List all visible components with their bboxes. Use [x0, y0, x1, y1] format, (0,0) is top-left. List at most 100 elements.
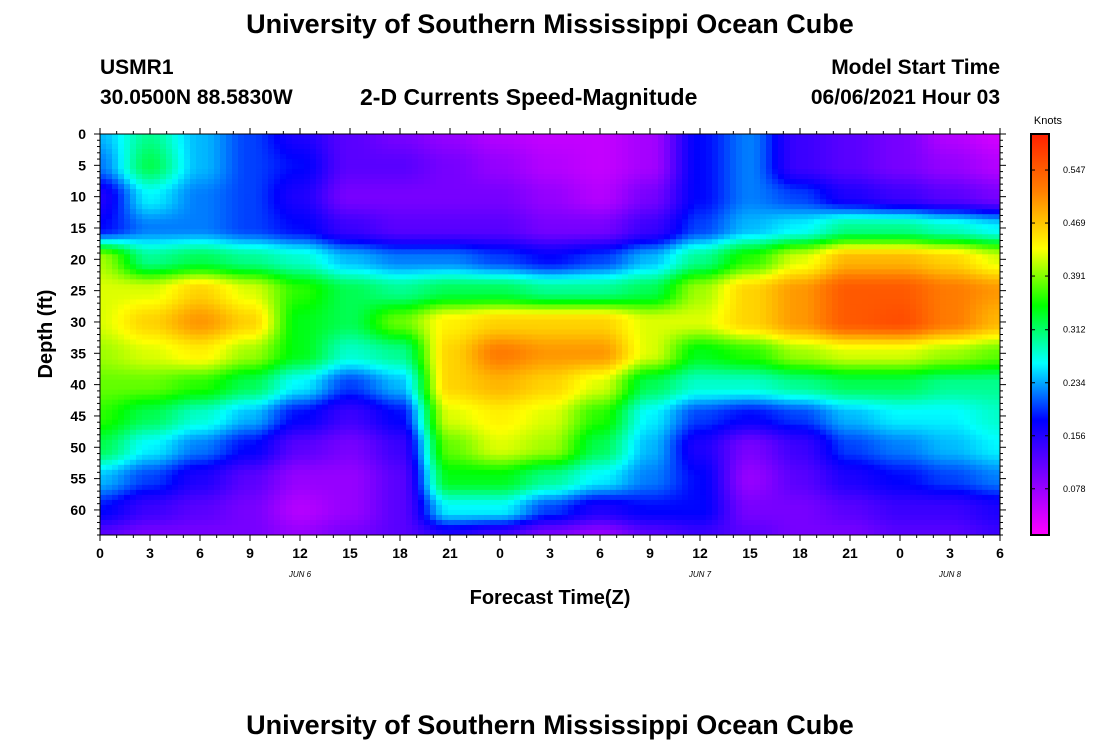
heatmap-cell [676, 174, 683, 180]
heatmap-cell [262, 179, 269, 185]
heatmap-cell [718, 144, 725, 150]
heatmap-cell [442, 254, 449, 260]
heatmap-cell [814, 204, 821, 210]
heatmap-cell [376, 274, 383, 280]
heatmap-cell [946, 204, 953, 210]
heatmap-cell [682, 219, 689, 225]
heatmap-cell [472, 244, 479, 250]
heatmap-cell [856, 204, 863, 210]
heatmap-cell [430, 149, 437, 155]
heatmap-cell [826, 144, 833, 150]
heatmap-cell [772, 239, 779, 245]
heatmap-cell [304, 249, 311, 255]
heatmap-cell [574, 259, 581, 265]
heatmap-cell [862, 194, 869, 200]
heatmap-cell [826, 254, 833, 260]
heatmap-cell [694, 214, 701, 220]
heatmap-cell [538, 184, 545, 190]
heatmap-cell [532, 274, 539, 280]
heatmap-cell [634, 159, 641, 165]
heatmap-cell [112, 249, 119, 255]
heatmap-cell [364, 164, 371, 170]
heatmap-cell [196, 139, 203, 145]
heatmap-cell [172, 229, 179, 235]
heatmap-cell [274, 159, 281, 165]
heatmap-cell [436, 289, 443, 295]
heatmap-cell [904, 199, 911, 205]
heatmap-cell [826, 204, 833, 210]
heatmap-cell [940, 279, 947, 285]
heatmap-cell [382, 204, 389, 210]
heatmap-cell [292, 229, 299, 235]
heatmap-cell [904, 174, 911, 180]
heatmap-cell [430, 214, 437, 220]
heatmap-cell [292, 219, 299, 225]
heatmap-cell [958, 144, 965, 150]
heatmap-cell [190, 224, 197, 230]
heatmap-cell [124, 154, 131, 160]
heatmap-cell [664, 234, 671, 240]
heatmap-cell [544, 134, 551, 140]
heatmap-cell [628, 159, 635, 165]
heatmap-cell [244, 254, 251, 260]
heatmap-cell [478, 199, 485, 205]
heatmap-cell [766, 239, 773, 245]
heatmap-cell [796, 149, 803, 155]
heatmap-cell [868, 199, 875, 205]
heatmap-cell [514, 149, 521, 155]
heatmap-cell [454, 134, 461, 140]
heatmap-cell [952, 134, 959, 140]
heatmap-cell [172, 279, 179, 285]
heatmap-cell [838, 229, 845, 235]
heatmap-cell [646, 144, 653, 150]
heatmap-cell [238, 299, 245, 306]
heatmap-cell [730, 264, 737, 270]
heatmap-cell [976, 239, 983, 245]
heatmap-cell [844, 284, 851, 290]
heatmap-cell [682, 194, 689, 200]
heatmap-cell [550, 159, 557, 165]
heatmap-cell [670, 264, 677, 270]
heatmap-cell [934, 169, 941, 175]
heatmap-cell [742, 259, 749, 265]
heatmap-cell [976, 264, 983, 270]
heatmap-cell [856, 224, 863, 230]
heatmap-cell [232, 194, 239, 200]
heatmap-cell [820, 209, 827, 215]
heatmap-cell [940, 144, 947, 150]
heatmap-cell [838, 184, 845, 190]
heatmap-cell [328, 174, 335, 180]
heatmap-cell [454, 284, 461, 290]
heatmap-cell [172, 179, 179, 185]
heatmap-cell [838, 224, 845, 230]
heatmap-cell [346, 154, 353, 160]
heatmap-cell [892, 134, 899, 140]
heatmap-cell [784, 139, 791, 145]
heatmap-cell [814, 184, 821, 190]
heatmap-cell [220, 299, 227, 306]
heatmap-cell [388, 279, 395, 285]
heatmap-cell [280, 229, 287, 235]
heatmap-cell [904, 279, 911, 285]
heatmap-cell [250, 199, 257, 205]
heatmap-cell [322, 299, 329, 306]
heatmap-cell [148, 249, 155, 255]
heatmap-cell [622, 224, 629, 230]
heatmap-cell [160, 164, 167, 170]
heatmap-cell [520, 289, 527, 295]
heatmap-cell [160, 244, 167, 250]
heatmap-cell [826, 269, 833, 275]
heatmap-cell [856, 184, 863, 190]
heatmap-cell [142, 149, 149, 155]
heatmap-cell [844, 254, 851, 260]
heatmap-cell [826, 224, 833, 230]
heatmap-cell [910, 279, 917, 285]
heatmap-cell [604, 204, 611, 210]
heatmap-cell [994, 179, 1000, 185]
heatmap-cell [892, 184, 899, 190]
heatmap-cell [916, 169, 923, 175]
heatmap-cell [310, 134, 317, 140]
heatmap-cell [982, 149, 989, 155]
heatmap-cell [874, 234, 881, 240]
heatmap-cell [814, 259, 821, 265]
